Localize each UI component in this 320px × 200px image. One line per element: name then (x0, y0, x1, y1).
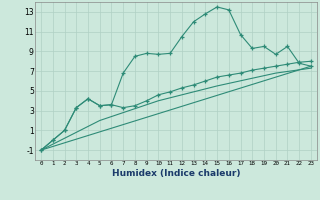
X-axis label: Humidex (Indice chaleur): Humidex (Indice chaleur) (112, 169, 240, 178)
